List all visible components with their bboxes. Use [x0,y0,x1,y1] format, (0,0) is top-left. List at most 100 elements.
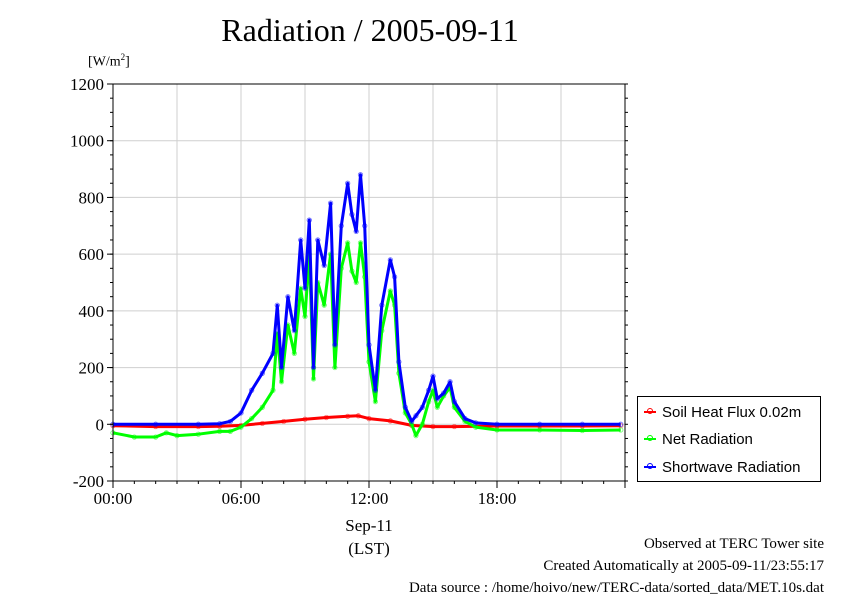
data-point [238,424,244,430]
chart-title: Radiation / 2005-09-11 [221,12,519,48]
data-point [321,302,327,308]
data-point [451,423,457,430]
data-point [323,414,329,421]
data-point [396,359,402,365]
data-point [494,427,500,433]
data-point [355,413,361,419]
data-point [270,350,276,356]
data-point [285,294,291,300]
y-axis-unit-sup: 2 [120,52,126,62]
legend-label-net-radiation: Net Radiation [662,430,753,448]
data-point [430,373,436,379]
data-point [345,240,351,246]
data-point [298,237,304,243]
data-point [259,370,265,376]
series-line-2 [113,173,621,426]
y-tick-label: 1200 [70,75,104,94]
data-point [372,387,378,393]
data-point [345,413,351,419]
series-line-0 [112,414,621,429]
data-point [419,404,425,410]
data-point [217,421,223,427]
x-tick-label: 06:00 [222,489,261,508]
data-point [618,421,624,427]
data-point [315,237,321,243]
data-point [278,379,285,385]
y-tick-label: 0 [96,415,105,434]
data-point [249,387,255,393]
data-point [349,211,355,218]
data-point [321,262,327,269]
data-point [227,428,233,434]
data-point [387,418,393,424]
data-point [131,434,137,440]
x-axis-timezone: (LST) [348,539,390,558]
data-point [310,364,317,371]
data-point [227,418,233,425]
data-point [357,172,364,178]
data-point [291,350,297,356]
y-axis: -200 0 200 400 600 800 1000 1200 [70,75,628,491]
data-point [473,420,479,426]
data-point [278,364,285,371]
legend-swatch-soil-heat-flux [644,408,656,414]
grid [112,83,626,482]
data-point [259,404,265,410]
data-point [345,180,351,186]
x-tick-label: 18:00 [478,489,517,508]
data-point [379,302,385,308]
data-point [302,285,308,291]
y-axis-unit-text: W/m [92,54,121,70]
data-point [366,416,372,422]
data-point [302,313,308,320]
series-points-2 [110,172,624,427]
y-tick-label: 200 [79,359,105,378]
data-point [349,268,355,274]
footer-created: Created Automatically at 2005-09-11/23:5… [543,558,824,574]
data-point [447,379,453,385]
data-point [413,413,419,419]
legend-item-soil-heat-flux: Soil Heat Flux 0.02m [644,402,801,422]
data-point [387,257,393,263]
data-point [537,427,543,433]
data-point [391,274,398,280]
data-point [413,433,419,439]
data-point [310,376,317,382]
data-point [353,228,359,235]
data-point [387,288,393,294]
data-point [419,421,425,427]
data-point [362,223,368,229]
data-point [238,410,244,416]
y-tick-label: 400 [79,302,105,321]
data-point [195,421,201,427]
series-line-1 [112,241,621,439]
data-point [451,398,457,405]
data-point [153,421,159,427]
legend-label-soil-heat-flux: Soil Heat Flux 0.02m [662,403,802,421]
data-point [302,416,308,422]
y-tick-label: 600 [79,245,105,264]
legend-swatch-shortwave-radiation [644,463,656,469]
data-point [270,387,276,393]
data-point [274,302,280,308]
footer-source: Data source : /home/hoivo/new/TERC-data/… [408,580,824,596]
legend-label-shortwave-radiation: Shortwave Radiation [662,458,801,476]
x-tick-label: 12:00 [350,489,389,508]
data-point [291,328,297,334]
y-tick-label: -200 [73,472,104,491]
data-point [441,390,447,396]
data-point [434,396,440,402]
data-point [195,431,201,437]
legend-swatch-net-radiation [644,435,656,441]
data-point [537,421,543,427]
data-point [357,240,364,246]
data-point [434,404,440,410]
data-point [174,433,180,439]
footer-observed: Observed at TERC Tower site [643,536,824,552]
data-point [217,428,223,434]
data-point [249,416,255,422]
data-point [426,387,432,393]
data-point [579,427,585,434]
x-axis-date: Sep-11 [345,516,393,535]
